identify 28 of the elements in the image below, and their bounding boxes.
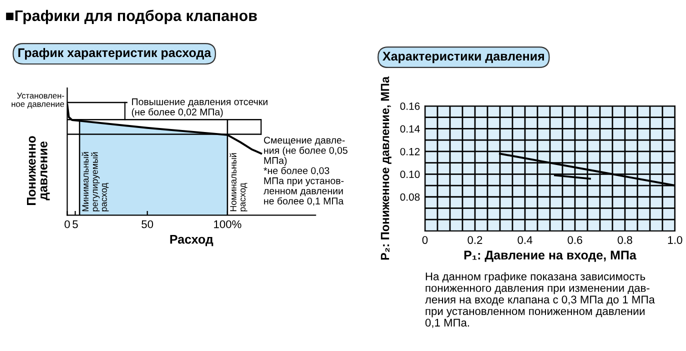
text: ■Графики для подбора клапанов	[6, 10, 257, 24]
x-tick-label: 0	[422, 236, 428, 244]
x-tick-label: 0.4	[518, 236, 532, 244]
ref-line-label: Минимальный регулируемый расход	[82, 152, 109, 212]
x-tick-label: 50	[142, 220, 154, 228]
y-axis-title: Пониженно давление	[27, 136, 50, 205]
chart-title: Характеристики давления	[382, 52, 544, 64]
y-tick-label: 0.08	[400, 193, 420, 201]
x-tick-label: 0.8	[618, 236, 632, 244]
x-tick-label: 0.6	[568, 236, 582, 244]
x-tick-label: 100%	[214, 220, 242, 228]
x-axis-title: P₁: Давление на входе, МПа	[464, 250, 636, 262]
annotation: Установлен- ное давление	[12, 92, 64, 109]
x-tick-label: 1.0	[668, 236, 682, 244]
x-tick-label: 0	[64, 220, 70, 228]
ref-line-label: Номинальный расход	[230, 153, 248, 212]
text: На данном графике показана зависимость пониженного давления при изменении дав- ления на входе клапана с 0,3 МПа до 1 МПа при установленном пониженном давлении 0,1 МПа.	[425, 272, 655, 328]
x-tick-label: 5	[72, 220, 78, 228]
x-axis-title: Расход	[170, 235, 214, 246]
annotation: Повышение давления отсечки (не более 0,02 МПа)	[132, 98, 268, 118]
y-tick-label: 0.14	[400, 125, 420, 133]
chart-title: График характеристик расхода	[18, 48, 212, 60]
y-tick-label: 0.12	[400, 148, 420, 156]
x-tick-label: 0.2	[468, 236, 482, 244]
y-axis-title: P₂: Пониженное давление, МПа	[380, 76, 392, 260]
y-tick-label: 0.16	[400, 102, 420, 110]
annotation: Смещение давле- ния (не более 0,05 МПа) *не более 0,03 МПа при установ- ленном давлении не более 0,1 МПа	[264, 136, 348, 206]
y-tick-label: 0.10	[400, 170, 420, 178]
